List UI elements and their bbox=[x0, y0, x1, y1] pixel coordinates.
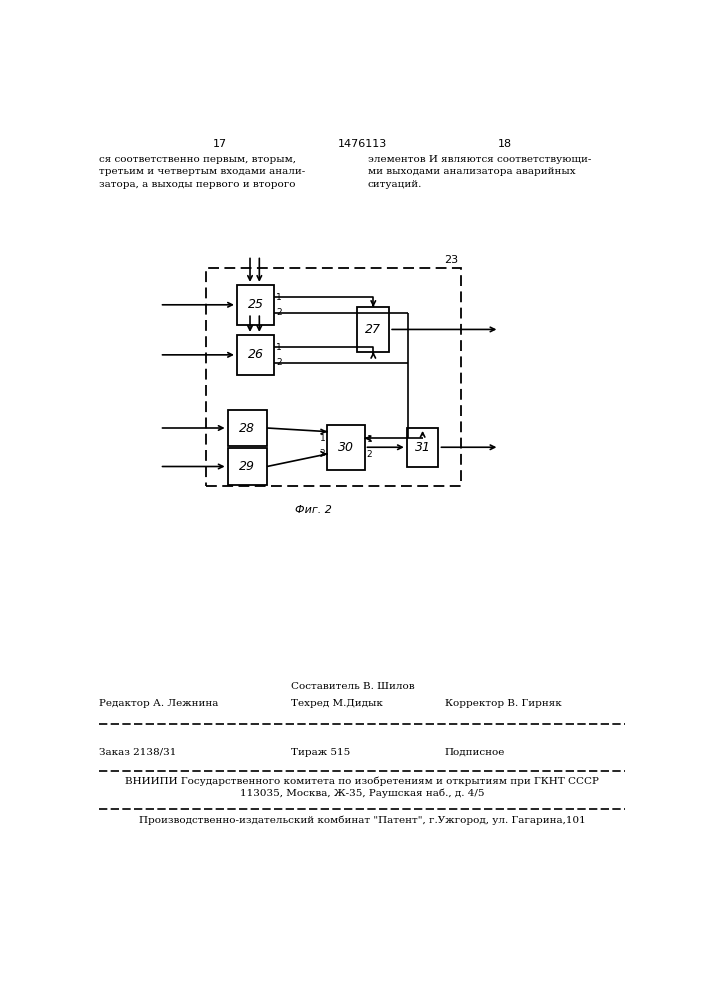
Bar bbox=[237, 335, 274, 375]
Text: 1: 1 bbox=[320, 434, 325, 443]
Text: Техред М.Дидык: Техред М.Дидык bbox=[291, 699, 383, 708]
Text: 26: 26 bbox=[247, 348, 264, 361]
Text: Редактор А. Лежнина: Редактор А. Лежнина bbox=[99, 699, 218, 708]
Text: ВНИИПИ Государственного комитета по изобретениям и открытиям при ГКНТ СССР: ВНИИПИ Государственного комитета по изоб… bbox=[125, 777, 600, 786]
Text: Тираж 515: Тираж 515 bbox=[291, 748, 351, 757]
Text: 31: 31 bbox=[414, 441, 431, 454]
Text: 2: 2 bbox=[320, 449, 325, 458]
Text: 1: 1 bbox=[276, 343, 282, 352]
Text: 28: 28 bbox=[239, 422, 255, 434]
Text: 29: 29 bbox=[239, 460, 255, 473]
Text: 1476113: 1476113 bbox=[338, 139, 387, 149]
Text: 2: 2 bbox=[276, 358, 282, 367]
Bar bbox=[358, 307, 389, 352]
Text: 2: 2 bbox=[276, 308, 282, 317]
Text: 17: 17 bbox=[213, 139, 227, 149]
Text: Подписное: Подписное bbox=[445, 748, 505, 757]
Text: 18: 18 bbox=[498, 139, 512, 149]
Text: Заказ 2138/31: Заказ 2138/31 bbox=[99, 748, 177, 757]
Bar bbox=[228, 448, 267, 485]
Bar bbox=[206, 268, 461, 486]
Text: 25: 25 bbox=[247, 298, 264, 311]
Text: 27: 27 bbox=[366, 323, 381, 336]
Text: 113035, Москва, Ж-35, Раушская наб., д. 4/5: 113035, Москва, Ж-35, Раушская наб., д. … bbox=[240, 788, 484, 798]
Text: Фиг. 2: Фиг. 2 bbox=[295, 505, 332, 515]
Text: 30: 30 bbox=[338, 441, 354, 454]
Bar bbox=[407, 428, 438, 467]
Text: ся соответственно первым, вторым,
третьим и четвертым входами анали-
затора, а в: ся соответственно первым, вторым, третьи… bbox=[99, 155, 305, 189]
Text: Корректор В. Гирняк: Корректор В. Гирняк bbox=[445, 699, 561, 708]
Text: Производственно-издательский комбинат "Патент", г.Ужгород, ул. Гагарина,101: Производственно-издательский комбинат "П… bbox=[139, 815, 585, 825]
Text: Составитель В. Шилов: Составитель В. Шилов bbox=[291, 682, 415, 691]
Bar bbox=[327, 425, 365, 470]
Text: 1: 1 bbox=[367, 435, 373, 444]
Text: 23: 23 bbox=[444, 255, 458, 265]
Bar bbox=[228, 410, 267, 446]
Bar bbox=[237, 285, 274, 325]
Text: элементов И являются соответствующи-
ми выходами анализатора аварийных
ситуаций.: элементов И являются соответствующи- ми … bbox=[368, 155, 591, 189]
Text: 2: 2 bbox=[367, 450, 373, 459]
Text: 1: 1 bbox=[276, 293, 282, 302]
